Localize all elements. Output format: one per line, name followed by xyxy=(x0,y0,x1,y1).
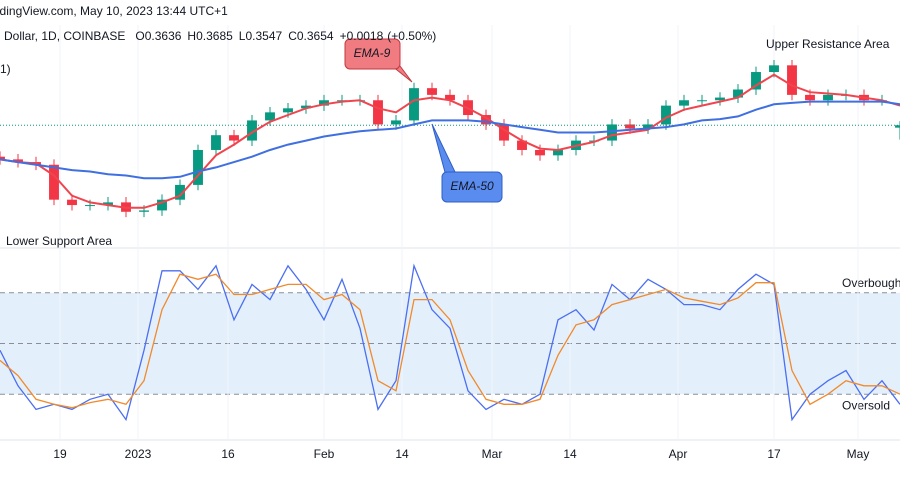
callout-label: EMA-50 xyxy=(450,179,494,193)
candle-body xyxy=(769,65,779,73)
candle-body xyxy=(607,124,617,141)
candle-body xyxy=(391,120,401,125)
x-tick-label: Mar xyxy=(482,447,503,461)
ohlc-value: 0.3685 xyxy=(196,29,233,43)
ohlc-key: L xyxy=(239,29,246,43)
x-tick-label: 2023 xyxy=(125,447,152,461)
candle-body xyxy=(553,149,563,156)
ohlc-value: 0.3654 xyxy=(297,29,334,43)
candle-body xyxy=(661,105,671,125)
ohlc-key: H xyxy=(187,29,196,43)
ohlc-key: O xyxy=(135,29,144,43)
candle-body xyxy=(751,72,761,90)
x-tick-label: 14 xyxy=(395,447,409,461)
candle-body xyxy=(0,156,5,160)
level-label: Overbought xyxy=(842,276,900,290)
x-tick-label: 17 xyxy=(767,447,781,461)
candle-body xyxy=(499,124,509,141)
candle-body xyxy=(283,108,293,113)
candle-body xyxy=(373,100,383,125)
candle-body xyxy=(175,184,185,200)
ohlc-value: 0.3636 xyxy=(145,29,182,43)
x-tick-label: Apr xyxy=(669,447,688,461)
candle-body xyxy=(85,205,95,207)
x-tick-label: Feb xyxy=(314,447,335,461)
candle-body xyxy=(535,149,545,156)
candle-body xyxy=(301,105,311,109)
candle-body xyxy=(715,97,725,101)
ohlc-value: 0.3547 xyxy=(245,29,282,43)
candle-body xyxy=(733,89,743,98)
candle-body xyxy=(229,135,239,141)
candle-body xyxy=(643,124,653,129)
candle-body xyxy=(481,115,491,125)
ema-line xyxy=(0,73,900,209)
ohlc-key: C xyxy=(288,29,297,43)
callout-label: EMA-9 xyxy=(354,46,391,60)
source-label: TradingView.com, May 10, 2023 13:44 UTC+… xyxy=(0,4,228,18)
symbol-label: Dollar, 1D, COINBASE xyxy=(4,29,125,43)
oscillator-line xyxy=(0,273,900,409)
candle-body xyxy=(697,100,707,102)
callout-box xyxy=(344,38,401,70)
callout-box xyxy=(441,171,503,203)
candle-body xyxy=(211,135,221,150)
ema9-callout: EMA-9 xyxy=(344,38,413,83)
indicator-label: 1) xyxy=(0,62,11,76)
annotation: Lower Support Area xyxy=(6,234,112,248)
candle-body xyxy=(895,125,900,128)
ema50-callout: EMA-50 xyxy=(431,123,503,203)
candle-body xyxy=(805,94,815,101)
candle-body xyxy=(49,164,59,200)
change-percent: (+0.50%) xyxy=(387,29,436,43)
candle-body xyxy=(139,210,149,212)
change-value: +0.0018 xyxy=(340,29,384,43)
candle-body xyxy=(445,94,455,101)
annotation: Upper Resistance Area xyxy=(766,37,890,51)
candle-body xyxy=(157,199,167,211)
x-tick-label: 14 xyxy=(563,447,577,461)
candle-body xyxy=(319,100,329,106)
candle-body xyxy=(103,202,113,206)
candle-body xyxy=(517,140,527,150)
candle-body xyxy=(625,124,635,129)
candle-body xyxy=(787,65,797,95)
candle-body xyxy=(679,100,689,106)
ema-line xyxy=(0,100,900,180)
candle-body xyxy=(427,88,437,95)
candle-body xyxy=(67,199,77,206)
candle-body xyxy=(823,94,833,101)
x-tick-label: 16 xyxy=(221,447,235,461)
x-tick-label: May xyxy=(847,447,870,461)
candle-body xyxy=(409,88,419,121)
level-label: Oversold xyxy=(842,398,890,412)
candle-body xyxy=(265,112,275,121)
x-tick-label: 19 xyxy=(53,447,67,461)
oscillator-line xyxy=(0,263,900,422)
candle-body xyxy=(193,149,203,185)
candle-body xyxy=(247,120,257,141)
candle-body xyxy=(13,159,23,163)
